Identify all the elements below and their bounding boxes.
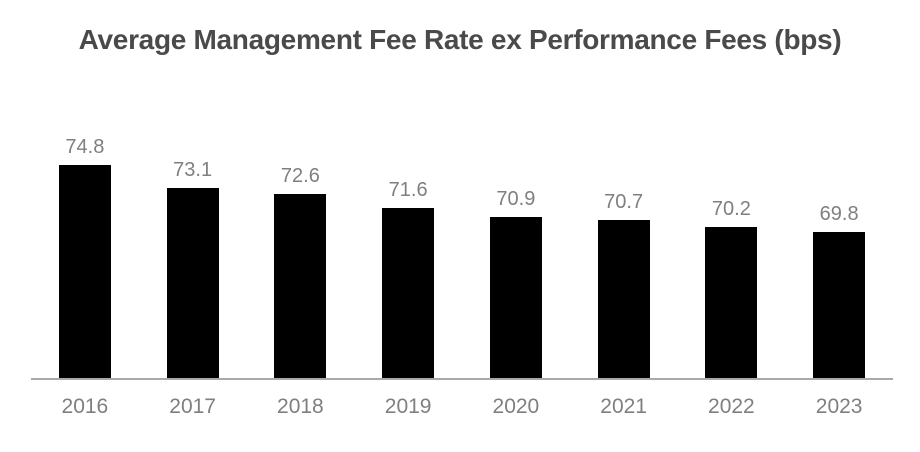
bar-value-label: 74.8 <box>65 135 105 158</box>
bar-column-2016: 74.8 <box>31 136 139 378</box>
bar-column-2018: 72.6 <box>247 165 355 378</box>
bar-value-label: 72.6 <box>280 165 320 188</box>
bar-value-label: 71.6 <box>388 178 428 201</box>
bar-2022 <box>705 226 758 378</box>
bar-column-2019: 71.6 <box>354 179 462 378</box>
bar-column-2022: 70.2 <box>678 198 786 378</box>
bar-2023 <box>813 232 866 378</box>
bar-2020 <box>489 217 542 378</box>
x-axis-label-2016: 2016 <box>61 395 109 418</box>
bar-value-label: 70.2 <box>711 197 751 220</box>
x-axis-label-2019: 2019 <box>384 395 432 418</box>
x-axis-label-2020: 2020 <box>492 395 540 418</box>
x-axis-label-2022: 2022 <box>708 395 755 418</box>
bar-2018 <box>274 194 327 378</box>
bar-value-label: 73.1 <box>173 158 213 181</box>
x-axis-label-2021: 2021 <box>600 395 647 418</box>
bar-2021 <box>597 220 650 378</box>
bar-value-label: 70.9 <box>496 188 536 211</box>
x-axis-labels: 2016 2017 2018 2019 2020 2021 2022 2023 <box>31 394 893 419</box>
bar-column-2017: 73.1 <box>139 159 247 378</box>
bar-value-label: 70.7 <box>604 191 644 213</box>
bar-column-2021: 70.7 <box>570 191 678 378</box>
bar-value-label: 69.8 <box>819 203 859 226</box>
plot-area: 74.8 73.1 72.6 71.6 70.9 70.7 70.2 69.8 <box>31 0 893 378</box>
bar-2016 <box>58 164 111 378</box>
x-axis-label-2018: 2018 <box>277 395 324 418</box>
x-axis-label-2017: 2017 <box>169 395 216 418</box>
x-axis-label-2023: 2023 <box>815 395 863 418</box>
bar-column-2020: 70.9 <box>462 188 570 378</box>
bar-column-2023: 69.8 <box>785 203 893 378</box>
x-axis-line <box>31 378 893 380</box>
chart-title: Average Management Fee Rate ex Performan… <box>78 24 842 55</box>
bar-2017 <box>166 187 219 378</box>
bar-2019 <box>382 207 435 378</box>
